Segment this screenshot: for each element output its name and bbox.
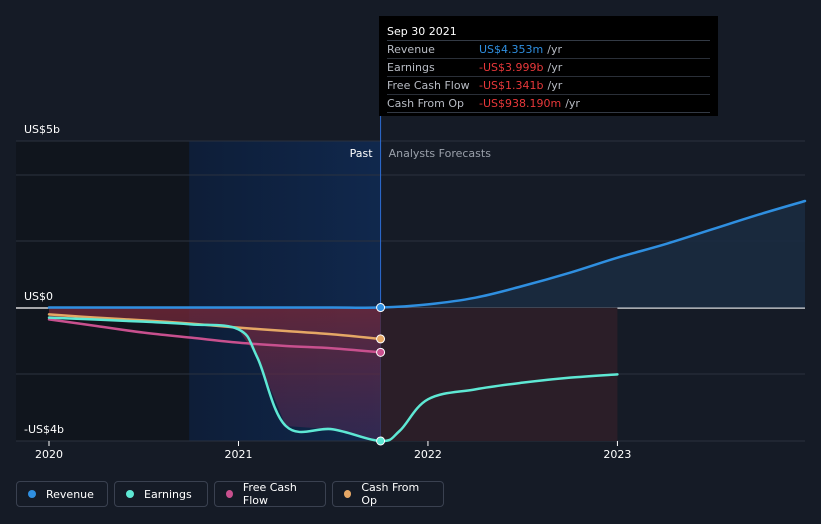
tooltip-row-free-cash-flow: Free Cash Flow -US$1.341b /yr	[387, 77, 710, 95]
past-label: Past	[350, 147, 374, 160]
point-cash-from-op	[376, 334, 386, 344]
tooltip-label: Cash From Op	[387, 97, 465, 110]
tooltip-value: -US$938.190m	[479, 97, 562, 110]
forecast-earnings-band	[380, 307, 618, 441]
legend-label: Revenue	[46, 487, 94, 501]
forecast-label: Analysts Forecasts	[389, 147, 492, 160]
legend-item-cash-from-op[interactable]: Cash From Op	[332, 481, 444, 507]
tooltip-date: Sep 30 2021	[387, 23, 710, 41]
legend-dot-icon	[28, 490, 36, 498]
point-earnings	[376, 436, 386, 446]
tooltip-unit: /yr	[547, 79, 563, 92]
tooltip-value: -US$3.999b	[479, 61, 544, 74]
y-tick-label: US$0	[24, 290, 53, 303]
tooltip-row-cash-from-op: Cash From Op -US$938.190m /yr	[387, 95, 710, 113]
point-revenue	[376, 303, 386, 313]
legend-dot-icon	[344, 490, 352, 498]
tooltip-label: Earnings	[387, 61, 435, 74]
y-tick-label: US$5b	[24, 123, 60, 136]
series-line-free-cash-flow	[47, 318, 382, 354]
legend: Revenue Earnings Free Cash Flow Cash Fro…	[16, 481, 444, 509]
tooltip-unit: /yr	[547, 43, 562, 56]
x-tick-label: 2021	[224, 448, 252, 461]
x-tick-label: 2023	[603, 448, 631, 461]
tooltip-label: Free Cash Flow	[387, 79, 470, 92]
tooltip-row-revenue: Revenue US$4.353m /yr	[387, 41, 710, 59]
legend-label: Cash From Op	[361, 481, 420, 507]
tooltip-row-earnings: Earnings -US$3.999b /yr	[387, 59, 710, 77]
point-free-cash-flow	[376, 347, 386, 357]
tooltip-unit: /yr	[547, 61, 563, 74]
tooltip-label: Revenue	[387, 43, 435, 56]
legend-label: Earnings	[144, 487, 192, 501]
tooltip: Sep 30 2021 Revenue US$4.353m /yr Earnin…	[379, 16, 718, 116]
earnings-area	[49, 307, 381, 441]
legend-dot-icon	[226, 490, 233, 498]
past-background	[16, 141, 190, 441]
legend-label: Free Cash Flow	[242, 481, 297, 507]
series-line-revenue	[47, 199, 807, 310]
legend-dot-icon	[126, 490, 134, 498]
legend-item-revenue[interactable]: Revenue	[16, 481, 108, 507]
y-tick-label: -US$4b	[24, 423, 64, 436]
legend-item-earnings[interactable]: Earnings	[114, 481, 208, 507]
legend-item-free-cash-flow[interactable]: Free Cash Flow	[214, 481, 326, 507]
tooltip-unit: /yr	[565, 97, 580, 110]
tooltip-value: US$4.353m	[479, 43, 544, 56]
x-tick-label: 2020	[35, 448, 63, 461]
x-tick-label: 2022	[414, 448, 442, 461]
series-line-earnings	[47, 316, 619, 443]
revenue-forecast-area	[380, 201, 805, 308]
tooltip-value: -US$1.341b	[479, 79, 544, 92]
